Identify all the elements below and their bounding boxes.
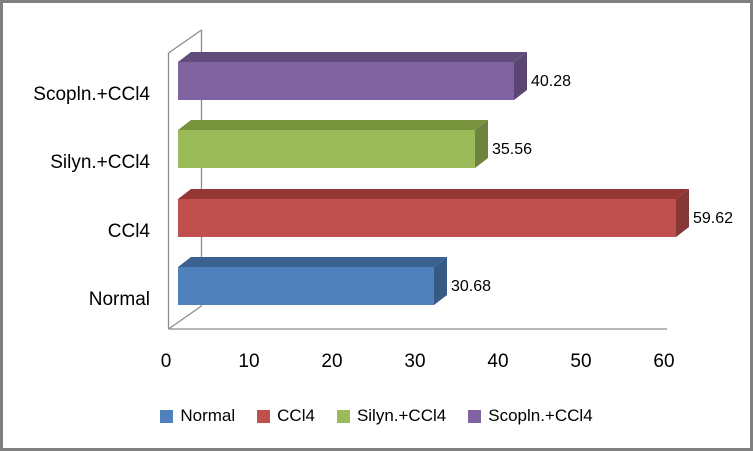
tick-label-10: 10 <box>238 351 259 372</box>
chart-legend: Normal CCl4 Silyn.+CCl4 Scopln.+CCl4 <box>0 404 753 428</box>
tick-label-60: 60 <box>653 351 674 372</box>
legend-label-normal: Normal <box>180 406 236 425</box>
bar-scopln-ccl4-side-face <box>514 52 527 100</box>
top-wall-edge <box>168 29 202 54</box>
category-label-normal: Normal <box>89 289 150 310</box>
bar-ccl4-front-face <box>178 199 676 237</box>
tick-label-50: 50 <box>570 351 591 372</box>
bar-scopln-ccl4-top-face <box>178 52 527 62</box>
legend-label-silyn-ccl4: Silyn.+CCl4 <box>356 406 447 425</box>
legend-swatch-normal <box>160 409 174 423</box>
tick-label-20: 20 <box>321 351 342 372</box>
floor-left-edge <box>168 305 202 330</box>
bar-ccl4-top-face <box>178 189 689 199</box>
value-label-normal: 30.68 <box>451 278 491 295</box>
legend-label-scopln-ccl4: Scopln.+CCl4 <box>488 406 593 425</box>
category-label-ccl4: CCl4 <box>108 221 151 242</box>
legend-item-ccl4: CCl4 <box>257 406 315 426</box>
bar-silyn-ccl4-front-face <box>178 130 475 168</box>
legend-swatch-scopln-ccl4 <box>468 409 482 423</box>
tick-label-0: 0 <box>161 351 172 372</box>
bar-ccl4-side-face <box>676 189 689 237</box>
value-label-silyn-ccl4: 35.56 <box>492 141 532 158</box>
value-label-scopln-ccl4: 40.28 <box>531 73 571 90</box>
legend-label-ccl4: CCl4 <box>277 406 315 425</box>
value-label-ccl4: 59.62 <box>693 210 733 227</box>
legend-item-silyn-ccl4: Silyn.+CCl4 <box>336 406 447 426</box>
bar-scopln-ccl4-front-face <box>178 62 514 100</box>
legend-item-normal: Normal <box>160 406 235 426</box>
legend-swatch-silyn-ccl4 <box>336 409 350 423</box>
bar-normal-side-face <box>434 257 447 305</box>
legend-swatch-ccl4 <box>257 409 271 423</box>
bar-silyn-ccl4-side-face <box>475 120 488 168</box>
category-label-silyn-ccl4: Silyn.+CCl4 <box>50 152 150 173</box>
legend-item-scopln-ccl4: Scopln.+CCl4 <box>468 406 593 426</box>
bar-normal-front-face <box>178 267 434 305</box>
tick-label-30: 30 <box>404 351 425 372</box>
bar-silyn-ccl4-top-face <box>178 120 488 130</box>
category-label-scopln-ccl4: Scopln.+CCl4 <box>33 84 150 105</box>
bar-normal-top-face <box>178 257 447 267</box>
tick-label-40: 40 <box>487 351 508 372</box>
